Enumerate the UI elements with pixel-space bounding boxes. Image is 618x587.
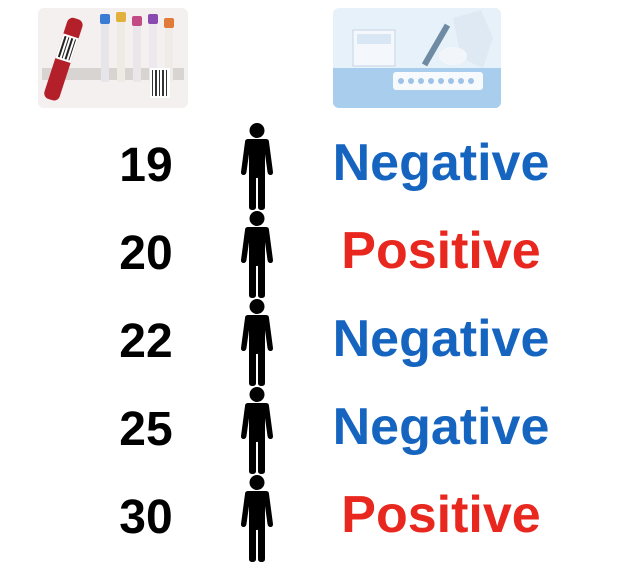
person-icon: [241, 387, 273, 474]
result-negative: Negative: [332, 310, 550, 368]
list-item: 19 Negative: [0, 118, 618, 210]
list-item: 25 Negative: [0, 382, 618, 474]
person-icon: [241, 299, 273, 386]
result-positive: Positive: [341, 222, 541, 280]
age-value: 22: [119, 315, 173, 368]
result-negative: Negative: [332, 398, 550, 456]
lab-technician-photo: [333, 8, 501, 108]
age-value: 19: [119, 139, 173, 192]
age-value: 30: [119, 491, 173, 544]
list-item: 20 Positive: [0, 206, 618, 298]
result-positive: Positive: [341, 486, 541, 544]
person-icon: [241, 475, 273, 562]
age-value: 20: [119, 227, 173, 280]
blood-tubes-photo: [38, 8, 188, 108]
person-icon: [241, 211, 273, 298]
age-value: 25: [119, 403, 173, 456]
result-negative: Negative: [332, 134, 550, 192]
test-results-list: 19 Negative 20 Positive 22 Negative 25 N…: [0, 118, 618, 562]
list-item: 22 Negative: [0, 294, 618, 386]
list-item: 30 Positive: [0, 470, 618, 562]
person-icon: [241, 123, 273, 210]
